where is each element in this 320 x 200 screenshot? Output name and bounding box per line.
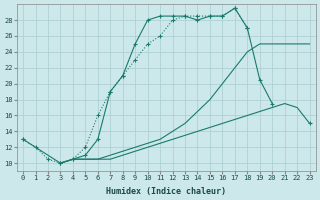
X-axis label: Humidex (Indice chaleur): Humidex (Indice chaleur) xyxy=(106,187,226,196)
